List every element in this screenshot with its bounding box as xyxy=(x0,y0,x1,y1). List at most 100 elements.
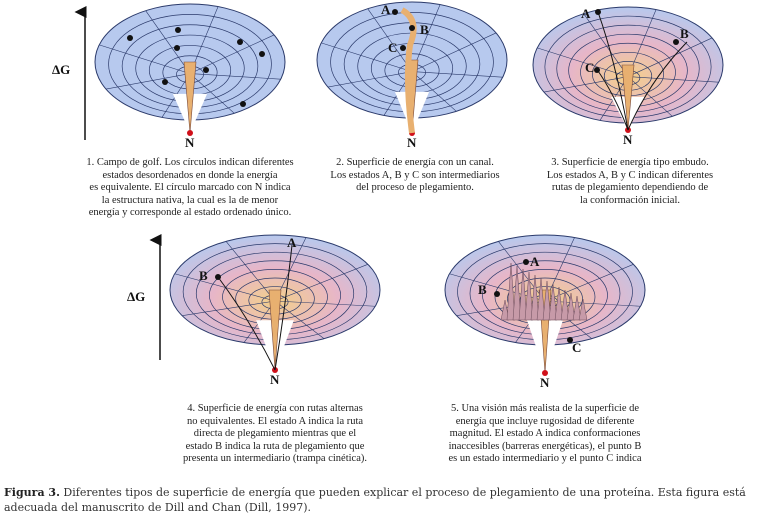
energy-landscape-figure: N N A B C N A B C N B A N A B C ΔG ΔG xyxy=(52,1,724,390)
rugged-peak xyxy=(500,299,510,321)
state-dot xyxy=(215,274,221,280)
state-label-C: C xyxy=(585,60,594,75)
caption-panel-1: 1. Campo de golf. Los círculos indican d… xyxy=(40,157,340,220)
state-dot xyxy=(594,67,600,73)
caption-line: es un estado intermediario y el punto C … xyxy=(448,453,642,465)
radial-line xyxy=(411,71,503,78)
state-label-A: A xyxy=(287,235,297,250)
radial-line xyxy=(274,300,325,339)
state-dot xyxy=(494,291,500,297)
panel-1-golf-course: N xyxy=(94,3,286,150)
radial-line xyxy=(189,73,281,80)
caption-line: inaccesibles (barreras energéticas), el … xyxy=(448,440,642,452)
radial-line xyxy=(411,71,457,112)
state-dot xyxy=(567,337,573,343)
native-state-label: N xyxy=(540,375,550,390)
state-dot xyxy=(259,51,265,57)
delta-g-label-2: ΔG xyxy=(127,289,145,304)
radial-line xyxy=(189,34,275,74)
rugged-peak xyxy=(512,265,522,321)
figure-caption-text: Diferentes tipos de superficie de energí… xyxy=(4,486,746,514)
caption-panel-3: 3. Superficie de energía tipo embudo. Los… xyxy=(515,157,745,207)
caption-line: la estructura nativa, la cual es la de m… xyxy=(101,194,279,206)
rugged-peak xyxy=(566,292,576,321)
radial-line xyxy=(145,10,191,74)
caption-line: magnitud. El estado A indica conformacio… xyxy=(449,428,641,440)
caption-line: energía que incluye rugosidad de diferen… xyxy=(455,415,635,427)
caption-line: Los estados A, B y C indican diferentes xyxy=(546,169,714,181)
radial-line xyxy=(627,76,673,117)
radial-line xyxy=(99,44,191,74)
delta-g-label-1: ΔG xyxy=(52,62,70,77)
state-dot xyxy=(673,39,679,45)
radial-line xyxy=(174,273,276,302)
radial-line xyxy=(543,76,629,93)
caption-line: 3. Superficie de energía tipo embudo. xyxy=(551,157,709,168)
rugged-peak xyxy=(524,271,534,321)
rugged-peak xyxy=(560,289,570,321)
caption-line: la conformación inicial. xyxy=(579,194,680,206)
state-dot xyxy=(162,79,168,85)
funnel-spike xyxy=(621,64,635,131)
rugged-peak xyxy=(530,274,540,321)
native-state-dot xyxy=(187,130,193,136)
caption-line: del proceso de plegamiento. xyxy=(356,182,474,194)
native-state-dot xyxy=(542,370,548,376)
panel-3-funnel: N A B C xyxy=(532,6,724,147)
radial-line xyxy=(274,264,368,302)
caption-line: no equivalentes. El estado A indica la r… xyxy=(186,415,364,427)
state-label-B: B xyxy=(199,268,208,283)
state-label-C: C xyxy=(572,340,581,355)
funnel-spike xyxy=(268,289,282,371)
state-label-A: A xyxy=(530,254,540,269)
panel-4-alternate-routes: N B A xyxy=(169,234,381,387)
radial-line xyxy=(537,47,629,77)
radial-line xyxy=(583,13,629,77)
rugged-peak xyxy=(506,262,516,321)
rugged-peak xyxy=(578,298,588,321)
radial-line xyxy=(105,73,191,90)
state-dot xyxy=(595,9,601,15)
rugged-peak xyxy=(548,283,558,321)
rugged-peak xyxy=(572,295,582,321)
state-label-B: B xyxy=(420,22,429,37)
rugged-peak xyxy=(542,280,552,321)
rugged-peak xyxy=(554,286,564,321)
state-dot xyxy=(523,259,529,265)
caption-line: rutas de plegamiento dependiendo de xyxy=(551,182,709,194)
rugged-peak xyxy=(518,268,528,321)
state-label-A: A xyxy=(581,6,591,21)
panel-5-rugged: N A B C xyxy=(444,234,646,390)
radial-line xyxy=(367,8,413,72)
state-label-C: C xyxy=(388,40,397,55)
state-dot xyxy=(174,45,180,51)
radial-line xyxy=(627,76,719,83)
caption-panel-2: 2. Superficie de energía con un canal. Lo… xyxy=(300,157,530,195)
funnel-spike xyxy=(183,61,197,134)
native-state-label: N xyxy=(623,132,633,147)
radial-line xyxy=(274,300,376,307)
caption-line: 2. Superficie de energía con un canal. xyxy=(336,157,494,168)
channel xyxy=(400,7,417,134)
state-dot xyxy=(127,35,133,41)
radial-line xyxy=(627,37,713,77)
caption-line: energía y corresponde al estado ordenado… xyxy=(88,207,292,219)
state-label-A: A xyxy=(381,2,391,17)
folding-route xyxy=(217,244,293,371)
caption-line: es equivalente. El círculo marcado con N… xyxy=(89,182,291,194)
radial-line xyxy=(411,32,497,72)
state-dot xyxy=(240,101,246,107)
figure-caption: Figura 3. Diferentes tipos de superficie… xyxy=(4,485,764,515)
radial-line xyxy=(327,71,413,88)
caption-line: estado B indica la ruta de plegamiento q… xyxy=(185,440,365,452)
caption-line: estados desordenados en donde la energía xyxy=(102,169,278,181)
radial-line xyxy=(225,241,276,302)
state-dot xyxy=(203,67,209,73)
state-dot xyxy=(392,9,398,15)
figure-label: Figura 3. xyxy=(4,486,60,499)
caption-line: Los estados A, B y C son intermediarios xyxy=(330,169,500,181)
state-label-B: B xyxy=(478,282,487,297)
radial-line xyxy=(321,42,413,72)
caption-line: presenta un intermediario (trampa cinéti… xyxy=(183,453,367,465)
state-dot xyxy=(400,45,406,51)
